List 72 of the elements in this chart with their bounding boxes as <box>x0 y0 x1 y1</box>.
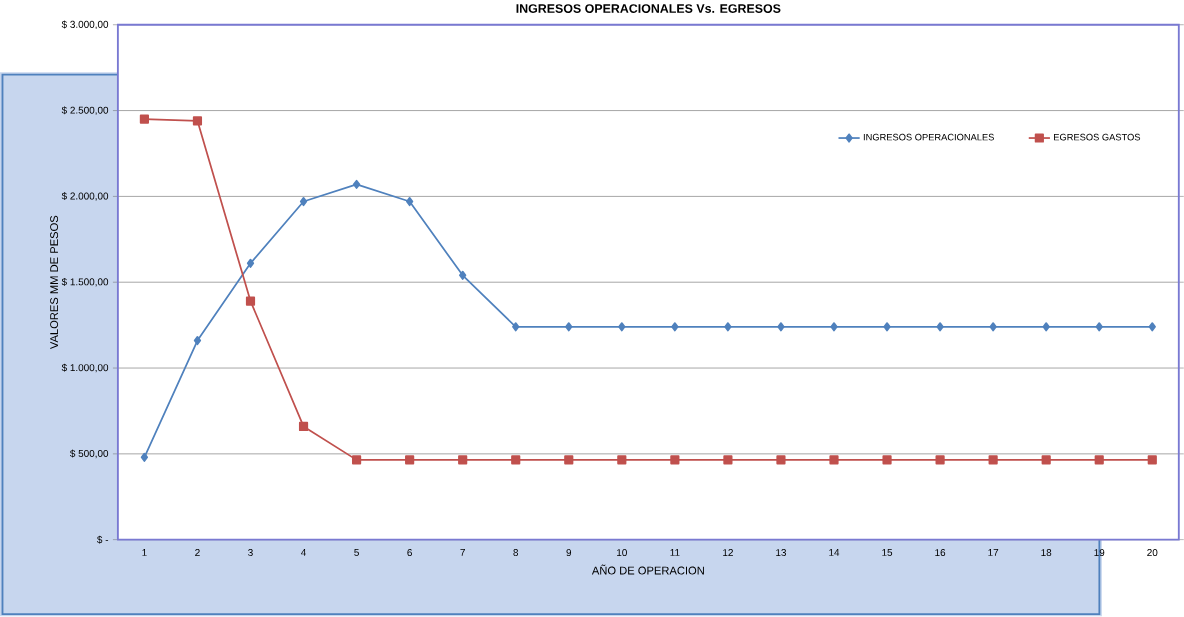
x-tick-label: 6 <box>407 549 412 557</box>
chart-title: INGRESOS OPERACIONALES Vs. EGRESOS <box>516 4 781 14</box>
point <box>776 455 786 465</box>
point <box>723 455 733 465</box>
point <box>1095 322 1103 332</box>
point <box>140 452 149 463</box>
point <box>618 322 626 332</box>
point <box>936 322 944 332</box>
x-tick-label: 11 <box>670 549 680 557</box>
x-tick-label: 10 <box>617 549 627 557</box>
y-tick-label: $ 1.000,00 <box>61 363 109 373</box>
x-tick-label: 3 <box>248 549 253 557</box>
x-tick-label: 13 <box>776 549 787 557</box>
point <box>458 455 468 465</box>
point <box>1094 455 1104 465</box>
x-tick-label: 12 <box>723 549 733 557</box>
x-tick-label: 14 <box>829 549 840 557</box>
x-tick-label: 9 <box>566 549 572 557</box>
x-tick-label: 1 <box>142 549 147 557</box>
point <box>1041 455 1051 465</box>
point <box>882 455 892 465</box>
x-tick-label: 4 <box>301 549 307 557</box>
point <box>405 197 414 207</box>
point <box>1147 455 1157 465</box>
point <box>139 114 149 124</box>
point <box>565 322 573 332</box>
x-tick-label: 16 <box>935 549 946 557</box>
point <box>511 455 521 465</box>
x-tick-label: 5 <box>354 549 359 557</box>
point <box>989 322 997 332</box>
point <box>1042 322 1050 332</box>
point <box>246 258 255 269</box>
point <box>298 422 309 432</box>
point <box>988 455 998 465</box>
point <box>724 322 732 332</box>
y-tick-label: $ 2.500,00 <box>61 106 109 116</box>
point <box>671 322 679 332</box>
point <box>459 270 467 281</box>
y-tick-label: $ 2.000,00 <box>61 192 109 201</box>
x-tick-label: 7 <box>460 549 465 557</box>
y-tick-label: $ - <box>97 535 109 544</box>
legend-label: INGRESOS OPERACIONALES <box>863 134 994 141</box>
point <box>512 322 520 332</box>
point <box>670 455 680 465</box>
point <box>617 455 627 465</box>
point <box>405 455 415 465</box>
point <box>299 197 308 207</box>
y-axis-title: VALORES MM DE PESOS <box>50 215 59 350</box>
point <box>883 322 891 332</box>
x-tick-label: 2 <box>195 549 200 557</box>
x-tick-label: 20 <box>1147 549 1158 557</box>
y-tick-label: $ 1.500,00 <box>61 278 109 287</box>
point <box>830 322 838 332</box>
point <box>1148 322 1156 332</box>
x-tick-label: 15 <box>882 549 893 557</box>
point <box>192 116 203 126</box>
x-axis-title: AÑO DE OPERACION <box>591 564 704 575</box>
x-tick-label: 18 <box>1041 549 1052 557</box>
y-tick-label: $ 500,00 <box>69 449 109 459</box>
point <box>829 455 839 465</box>
point <box>193 336 202 346</box>
y-tick-label: $ 3.000,00 <box>61 20 109 30</box>
x-tick-label: 19 <box>1094 549 1105 557</box>
point <box>245 296 256 306</box>
point <box>935 455 945 465</box>
point <box>777 322 785 332</box>
point <box>352 179 361 190</box>
x-tick-label: 8 <box>513 549 519 557</box>
x-tick-label: 17 <box>988 549 999 557</box>
point <box>564 455 574 465</box>
legend-label: EGRESOS GASTOS <box>1054 134 1141 141</box>
point <box>351 455 362 465</box>
